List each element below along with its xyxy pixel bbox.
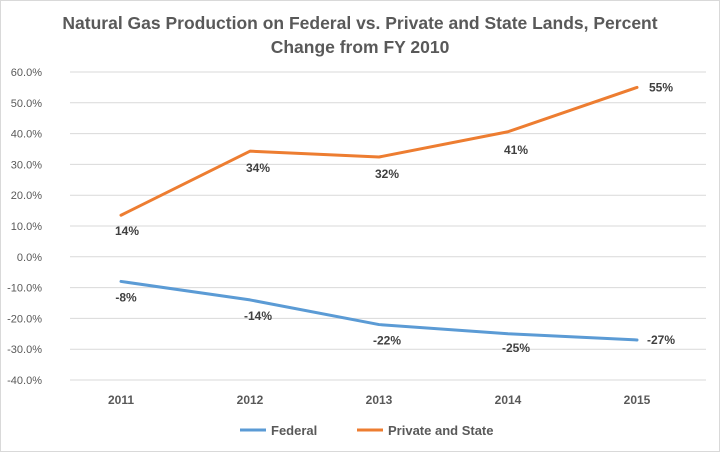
data-label: -27% [647, 333, 675, 347]
y-tick-label: 60.0% [11, 67, 42, 79]
data-label: 41% [504, 143, 528, 157]
y-tick-label: 10.0% [11, 221, 42, 233]
data-label: -22% [373, 334, 401, 348]
legend-label: Federal [271, 423, 317, 438]
y-tick-label: -10.0% [7, 283, 42, 295]
y-tick-label: -30.0% [7, 344, 42, 356]
data-label: 14% [115, 224, 139, 238]
data-label: 32% [375, 167, 399, 181]
x-tick-label: 2012 [237, 393, 264, 407]
data-label: 55% [649, 80, 673, 94]
data-label: -25% [502, 341, 530, 355]
legend-label: Private and State [388, 423, 494, 438]
y-tick-label: 20.0% [11, 190, 42, 202]
y-tick-label: 30.0% [11, 159, 42, 171]
series-line-private-and-state [119, 85, 639, 217]
series-line-federal [119, 279, 639, 342]
chart-title: Natural Gas Production on Federal vs. Pr… [62, 13, 658, 57]
data-label: -8% [115, 290, 137, 304]
y-tick-label: -20.0% [7, 313, 42, 325]
y-tick-label: 0.0% [17, 252, 42, 264]
x-tick-label: 2011 [108, 393, 134, 407]
x-tick-label: 2013 [366, 393, 393, 407]
y-tick-label: 40.0% [11, 129, 42, 141]
y-tick-label: -40.0% [7, 375, 42, 387]
y-tick-label: 50.0% [11, 98, 42, 110]
data-label: 34% [246, 161, 270, 175]
x-tick-label: 2014 [495, 393, 522, 407]
data-label: -14% [244, 309, 272, 323]
x-tick-label: 2015 [624, 393, 651, 407]
